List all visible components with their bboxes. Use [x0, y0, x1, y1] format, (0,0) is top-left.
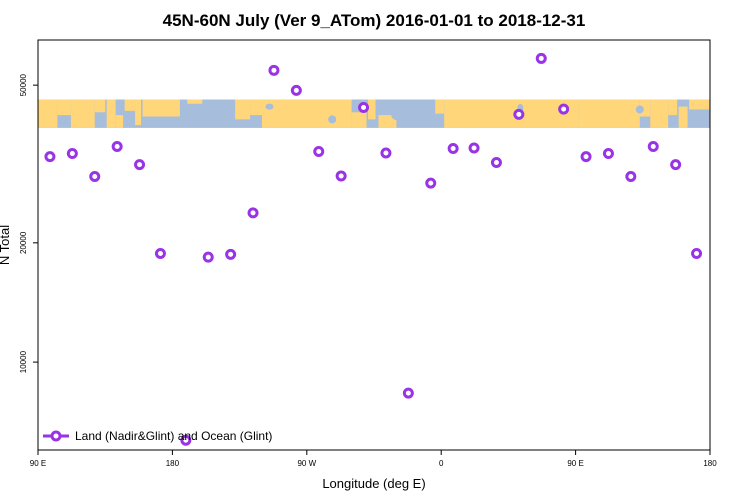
data-point [580, 151, 592, 163]
x-tick-label: 180 [166, 459, 180, 468]
x-tick-label: 90 E [30, 459, 46, 468]
map-land-patch [187, 99, 203, 104]
data-point [290, 84, 302, 96]
data-point [513, 108, 525, 120]
data-point [358, 102, 370, 114]
data-point [202, 251, 214, 263]
data-point [335, 170, 347, 182]
map-land-patch [368, 99, 376, 120]
data-point [535, 52, 547, 64]
map-land-patch [124, 99, 136, 111]
data-points [44, 52, 703, 446]
map-land-patch [668, 99, 678, 116]
x-tick-label: 90 E [567, 459, 583, 468]
chart-title: 45N-60N July (Ver 9_ATom) 2016-01-01 to … [163, 11, 586, 30]
map-land-patch [38, 99, 58, 128]
data-point [490, 156, 502, 168]
y-tick-label: 50000 [19, 73, 28, 96]
data-point [447, 143, 459, 155]
map-strip [38, 99, 710, 128]
map-land-patch [262, 99, 352, 128]
map-water-patch [407, 107, 416, 120]
data-point [558, 103, 570, 115]
map-water-patch [391, 110, 402, 121]
map-land-patch [94, 99, 106, 113]
data-point [402, 387, 414, 399]
map-land-patch [689, 99, 710, 110]
map-land-patch [235, 99, 251, 120]
data-point [670, 159, 682, 171]
data-point [154, 247, 166, 259]
x-tick-label: 0 [439, 459, 444, 468]
data-point [691, 247, 703, 259]
data-point [247, 207, 259, 219]
map-land-patch [106, 99, 116, 128]
plot-frame [37, 39, 711, 451]
data-point [111, 141, 123, 153]
data-point [602, 148, 614, 160]
data-point [468, 142, 480, 154]
data-point [134, 159, 146, 171]
y-axis: 10000 20000 50000 [19, 73, 38, 373]
data-point [647, 141, 659, 153]
legend-marker-swatch [50, 430, 62, 442]
map-land-patch [478, 102, 489, 111]
data-point [180, 434, 192, 446]
x-tick-label: 180 [703, 459, 717, 468]
legend: Land (Nadir&Glint) and Ocean (Glint) [43, 429, 272, 443]
map-land-patch [57, 99, 71, 116]
map-land-patch [678, 106, 688, 128]
y-tick-label: 10000 [19, 350, 28, 373]
data-point [313, 146, 325, 158]
map-land-patch [70, 99, 95, 128]
y-tick-label: 20000 [19, 231, 28, 254]
data-point [380, 147, 392, 159]
legend-label: Land (Nadir&Glint) and Ocean (Glint) [75, 429, 272, 443]
data-point [268, 64, 280, 76]
map-land-patch [142, 99, 180, 117]
x-tick-label: 90 W [297, 459, 316, 468]
map-land-patch [250, 99, 262, 116]
data-point [425, 177, 437, 189]
map-land-patch [650, 99, 669, 128]
map-land-patch [578, 99, 640, 128]
data-point [44, 151, 56, 163]
x-axis: 90 E 180 90 W 0 90 E 180 [30, 450, 717, 468]
map-land-patch [351, 112, 367, 128]
data-point [225, 248, 237, 260]
data-point [89, 171, 101, 183]
map-land-patch [435, 99, 445, 114]
map-land-patch [378, 115, 397, 128]
map-land-patch [639, 99, 651, 117]
data-point [625, 171, 637, 183]
map-land-patch [115, 115, 124, 128]
map-water-patch [328, 115, 337, 124]
map-water-patch [635, 105, 644, 114]
data-point [66, 148, 78, 160]
x-axis-label: Longitude (deg E) [322, 476, 425, 491]
y-axis-label: N Total [0, 225, 12, 265]
map-land-patch [135, 99, 142, 126]
map-water-patch [265, 103, 274, 110]
